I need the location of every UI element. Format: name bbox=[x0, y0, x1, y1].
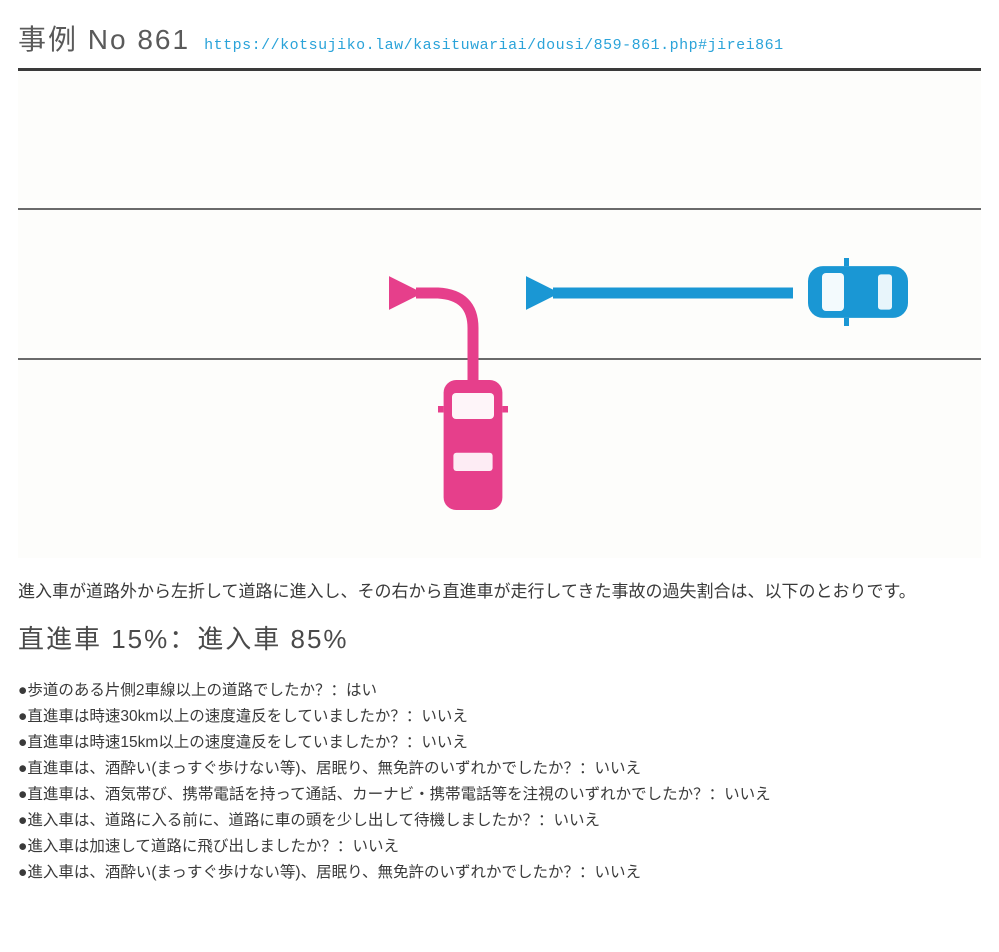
entering-car-icon bbox=[438, 380, 508, 510]
bullet-icon bbox=[18, 838, 27, 855]
qa-question: 進入車は加速して道路に飛び出しましたか？ bbox=[27, 838, 337, 855]
case-description: 進入車が道路外から左折して道路に進入し、その右から直進車が走行してきた事故の過失… bbox=[18, 578, 981, 605]
qa-answer: いいえ bbox=[553, 812, 600, 829]
qa-question: 直進車は時速15km以上の速度違反をしていましたか？ bbox=[27, 734, 405, 751]
straight-car-icon bbox=[808, 258, 908, 326]
qa-row: 直進車は時速30km以上の速度違反をしていましたか？：いいえ bbox=[18, 704, 981, 730]
qa-row: 歩道のある片側2車線以上の道路でしたか？：はい bbox=[18, 678, 981, 704]
fault-ratio: 直進車 15%：進入車 85% bbox=[18, 619, 981, 656]
qa-sep: ： bbox=[579, 864, 595, 881]
qa-question: 進入車は、道路に入る前に、道路に車の頭を少し出して待機しましたか？ bbox=[27, 812, 538, 829]
qa-row: 直進車は、酒気帯び、携帯電話を持って通話、カーナビ・携帯電話等を注視のいずれかで… bbox=[18, 782, 981, 808]
page: 事例 No 861 https://kotsujiko.law/kasituwa… bbox=[0, 0, 999, 886]
header: 事例 No 861 https://kotsujiko.law/kasituwa… bbox=[18, 18, 981, 58]
bullet-icon bbox=[18, 864, 27, 881]
qa-row: 進入車は、酒酔い(まっすぐ歩けない等)、居眠り、無免許のいずれかでしたか？：いい… bbox=[18, 860, 981, 886]
qa-question: 直進車は、酒気帯び、携帯電話を持って通話、カーナビ・携帯電話等を注視のいずれかで… bbox=[27, 786, 708, 803]
qa-row: 進入車は、道路に入る前に、道路に車の頭を少し出して待機しましたか？：いいえ bbox=[18, 808, 981, 834]
qa-row: 直進車は時速15km以上の速度違反をしていましたか？：いいえ bbox=[18, 730, 981, 756]
qa-answer: いいえ bbox=[594, 760, 641, 777]
road-diagram-svg bbox=[18, 68, 981, 558]
bullet-icon bbox=[18, 812, 27, 829]
diagram bbox=[18, 68, 981, 558]
case-title: 事例 No 861 bbox=[18, 18, 190, 58]
road-line bbox=[18, 68, 981, 71]
qa-answer: いいえ bbox=[594, 864, 641, 881]
bullet-icon bbox=[18, 760, 27, 777]
road-line bbox=[18, 208, 981, 210]
qa-question: 直進車は時速30km以上の速度違反をしていましたか？ bbox=[27, 708, 405, 725]
bullet-icon bbox=[18, 682, 27, 699]
qa-answer: いいえ bbox=[421, 734, 468, 751]
qa-question: 直進車は、酒酔い(まっすぐ歩けない等)、居眠り、無免許のいずれかでしたか？ bbox=[27, 760, 579, 777]
qa-answer: いいえ bbox=[421, 708, 468, 725]
bullet-icon bbox=[18, 786, 27, 803]
entering-car-arrow bbox=[416, 293, 473, 383]
qa-sep: ： bbox=[331, 682, 347, 699]
bullet-icon bbox=[18, 734, 27, 751]
qa-answer: いいえ bbox=[724, 786, 771, 803]
road-line bbox=[18, 358, 981, 360]
qa-sep: ： bbox=[538, 812, 554, 829]
source-url-link[interactable]: https://kotsujiko.law/kasituwariai/dousi… bbox=[204, 37, 784, 54]
qa-answer: はい bbox=[346, 682, 377, 699]
qa-row: 直進車は、酒酔い(まっすぐ歩けない等)、居眠り、無免許のいずれかでしたか？：いい… bbox=[18, 756, 981, 782]
qa-question: 進入車は、酒酔い(まっすぐ歩けない等)、居眠り、無免許のいずれかでしたか？ bbox=[27, 864, 579, 881]
qa-question: 歩道のある片側2車線以上の道路でしたか？ bbox=[27, 682, 330, 699]
qa-list: 歩道のある片側2車線以上の道路でしたか？：はい直進車は時速30km以上の速度違反… bbox=[18, 678, 981, 886]
bullet-icon bbox=[18, 708, 27, 725]
qa-row: 進入車は加速して道路に飛び出しましたか？：いいえ bbox=[18, 834, 981, 860]
qa-sep: ： bbox=[579, 760, 595, 777]
qa-answer: いいえ bbox=[352, 838, 399, 855]
qa-sep: ： bbox=[709, 786, 725, 803]
qa-sep: ： bbox=[406, 708, 422, 725]
qa-sep: ： bbox=[337, 838, 353, 855]
qa-sep: ： bbox=[406, 734, 422, 751]
